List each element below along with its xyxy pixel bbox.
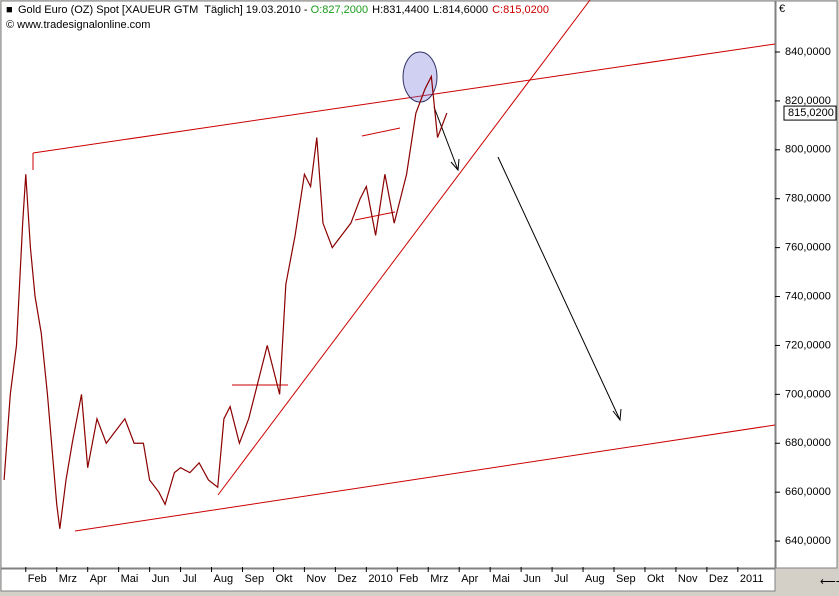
x-tick-label: 2010 — [368, 573, 392, 585]
currency: € — [779, 3, 785, 15]
x-tick-label: Jul — [183, 573, 197, 585]
scroll-icon[interactable]: ⟵⟶ — [820, 576, 839, 588]
x-tick-label: Apr — [461, 573, 478, 585]
x-tick-label: Nov — [306, 573, 326, 585]
x-tick-label: Feb — [399, 573, 418, 585]
chart-title: Gold Euro (OZ) Spot [XAUEUR GTM Täglich]… — [18, 4, 549, 16]
arrow — [497, 156, 621, 421]
x-tick-label: Mai — [121, 573, 139, 585]
arrow-head — [612, 408, 622, 422]
x-tick-label: Mrz — [430, 573, 448, 585]
y-tick-label: 700,0000 — [785, 388, 831, 400]
y-tick-label: 800,0000 — [785, 144, 831, 156]
arrow — [433, 106, 459, 171]
x-tick-label: Apr — [90, 573, 107, 585]
ohlc-label: C:815,0200 — [492, 4, 549, 16]
y-tick-label: 660,0000 — [785, 486, 831, 498]
price-line — [3, 74, 448, 529]
x-tick-label: Mai — [492, 573, 510, 585]
x-tick-label: Jul — [554, 573, 568, 585]
trend-line — [361, 127, 401, 137]
x-tick-label: Dez — [709, 573, 729, 585]
title-text: Gold Euro (OZ) Spot [XAUEUR GTM Täglich]… — [18, 4, 311, 16]
arrow-head — [450, 158, 460, 172]
y-tick-label: 740,0000 — [785, 290, 831, 302]
x-tick-label: Jun — [523, 573, 541, 585]
trend-line — [32, 43, 776, 154]
x-tick-label: Feb — [28, 573, 47, 585]
x-tick-label: Dez — [337, 573, 357, 585]
x-tick-label: Okt — [647, 573, 664, 585]
ohlc-label: L:814,6000 — [433, 4, 488, 16]
trend-line — [217, 0, 591, 496]
y-tick-label: 760,0000 — [785, 242, 831, 254]
title-icon: ■ — [6, 4, 13, 16]
x-tick-label: Nov — [678, 573, 698, 585]
ohlc-label: H:831,4400 — [372, 4, 429, 16]
trend-line — [74, 424, 776, 532]
source: © www.tradesignalonline.com — [6, 19, 150, 31]
x-tick-label: Sep — [244, 573, 264, 585]
y-tick-label: 640,0000 — [785, 535, 831, 547]
y-axis-panel — [775, 0, 838, 569]
x-tick-label: Okt — [275, 573, 292, 585]
x-tick-label: Aug — [585, 573, 605, 585]
x-tick-label: Sep — [616, 573, 636, 585]
annotations — [32, 0, 776, 532]
x-tick-label: Aug — [214, 573, 234, 585]
x-tick-label: Mrz — [59, 573, 77, 585]
y-tick-label: 840,0000 — [785, 46, 831, 58]
ohlc-label: O:827,2000 — [311, 4, 369, 16]
y-tick-label: 680,0000 — [785, 437, 831, 449]
last-price-box — [783, 105, 837, 121]
y-tick-label: 720,0000 — [785, 339, 831, 351]
x-tick-label: 2011 — [740, 573, 764, 585]
last-price-label: 815,0200 — [788, 107, 834, 119]
trend-line — [354, 211, 396, 221]
plot-area — [0, 0, 776, 569]
y-tick-label: 780,0000 — [785, 193, 831, 205]
y-tick-label: 820,0000 — [785, 95, 831, 107]
x-axis-panel — [0, 568, 776, 592]
x-tick-label: Jun — [152, 573, 170, 585]
